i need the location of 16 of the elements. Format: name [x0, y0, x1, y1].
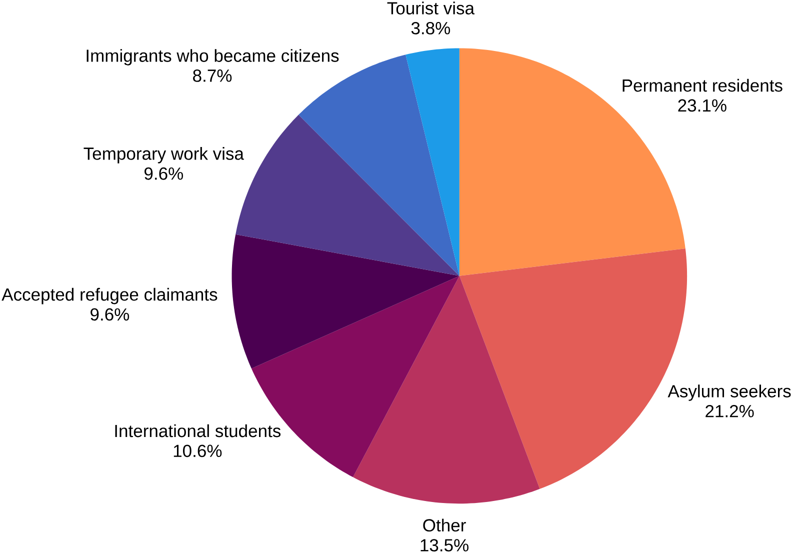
slice-label: Temporary work visa: [84, 147, 244, 164]
data-label: 21.2%: [706, 404, 754, 418]
slice-label: International students: [115, 424, 281, 438]
slice-label: Permanent residents: [622, 78, 782, 92]
data-label: 10.6%: [174, 444, 222, 458]
data-label: 3.8%: [411, 22, 450, 34]
slice-label: Accepted refugee claimants: [2, 288, 218, 304]
slice-label: Tourist visa: [387, 2, 475, 14]
slice-label: Other: [423, 518, 466, 532]
slice-label: Asylum seekers: [668, 384, 791, 401]
data-label: 9.6%: [90, 308, 130, 321]
data-label: 23.1%: [678, 99, 726, 112]
data-label: 13.5%: [420, 539, 468, 552]
slice-label: Immigrants who became citizens: [86, 49, 339, 66]
data-label: 8.7%: [193, 69, 232, 82]
data-label: 9.6%: [144, 167, 184, 180]
